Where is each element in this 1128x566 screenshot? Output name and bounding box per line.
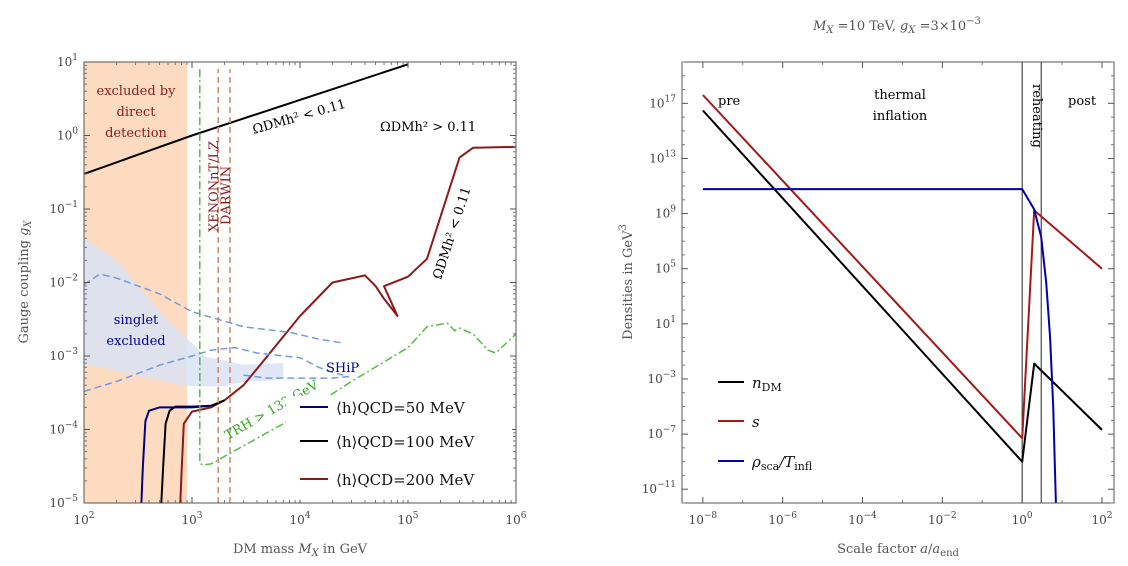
legend-ndm: nDM [752,374,782,394]
direct-detection-label-2: direct [117,105,157,120]
left-y-tick-label: 101 [57,53,78,69]
left-axis-ticks: 102 103 104 105 106 10−5 10−4 10−3 10−2 10−1 100 10… [49,53,526,527]
singlet-label-2: excluded [106,334,165,349]
right-x-tick-label: 10−4 [848,511,877,527]
series-rho [702,188,1057,503]
left-y-tick-label: 10−3 [49,347,78,363]
series-relic_upper [84,63,409,175]
series-s [702,94,1103,440]
right-x-tick-label: 10−2 [928,511,957,527]
right-y-tick-label: 1017 [649,94,676,110]
phase-thermal: thermal [874,88,926,103]
phase-pre: pre [718,94,741,109]
phase-post: post [1068,94,1097,109]
right-axis-ticks: 10−8 10−6 10−4 10−2 100 102 10−11 10−7 10−3 101 10… [642,61,1114,527]
right-y-tick-label: 1013 [649,149,676,165]
series-singlet_upper [84,273,344,344]
left-legend: ⟨h⟩QCD=50 MeV ⟨h⟩QCD=100 MeV ⟨h⟩QCD=200 … [286,396,512,500]
series-singlet_lower [84,346,344,393]
legend-h100: ⟨h⟩QCD=100 MeV [336,433,475,451]
left-x-tick-label: 104 [289,511,310,527]
right-y-tick-label: 10−7 [647,425,676,441]
left-x-axis-label: DM mass MX in GeV [233,542,368,559]
right-x-tick-label: 10−8 [689,511,718,527]
right-x-tick-label: 102 [1091,511,1112,527]
right-y-axis-label: Densities in GeV3 [618,224,636,340]
right-y-tick-label: 10−3 [647,370,676,386]
ship-label: SHiP [326,361,359,376]
legend-s: s [752,413,760,431]
left-plot-area [84,62,516,503]
right-frame [681,61,1115,504]
relic-below-label: ΩDMh² < 0.11 [251,97,348,138]
direct-detection-label-1: excluded by [97,84,177,99]
right-chart-title: MX =10 TeV, gX =3×10−3 [812,16,981,36]
xenon-label: XENONnT/LZ [207,141,222,232]
phase-inflation: inflation [873,109,928,124]
right-y-tick-label: 109 [655,205,676,221]
right-x-axis-label: Scale factor a/aend [837,542,959,559]
right-plot-area [702,62,1103,503]
right-legend: nDM s ρsca/Tinfl [718,374,813,473]
series-h200 [179,145,516,503]
right-y-tick-label: 10−11 [642,480,676,496]
legend-rho: ρsca/Tinfl [751,453,813,473]
right-panel: MX =10 TeV, gX =3×10−3 10−8 10−6 10−4 10−2 1… [618,16,1115,559]
left-y-axis-label: Gauge coupling gX [17,220,34,344]
series-h50 [140,404,212,503]
right-y-tick-label: 101 [655,315,676,331]
relic-above-label: ΩDMh² > 0.11 [380,120,476,135]
left-x-tick-label: 103 [181,511,202,527]
singlet-label-1: singlet [114,313,159,328]
series-n-DM [702,109,1103,463]
phase-reheating: reheating [1029,84,1044,148]
left-series-lines [84,63,516,503]
right-x-tick-label: 10−6 [768,511,797,527]
legend-h50: ⟨h⟩QCD=50 MeV [336,399,466,417]
left-y-tick-label: 100 [57,127,78,143]
left-y-tick-label: 10−5 [49,494,78,510]
left-y-tick-label: 10−2 [49,274,78,290]
series-trh [199,69,516,466]
left-y-tick-label: 10−1 [49,200,78,216]
left-x-tick-label: 106 [505,511,526,527]
right-y-tick-label: 105 [655,260,676,276]
legend-h200: ⟨h⟩QCD=200 MeV [336,471,475,489]
left-y-tick-label: 10−4 [49,421,78,437]
relic-diagonal-label: ΩDMh² < 0.11 [431,185,475,281]
right-series-lines [702,94,1103,503]
direct-detection-label-3: detection [105,126,167,141]
left-legend-box [286,396,512,500]
right-x-tick-label: 100 [1012,511,1033,527]
left-x-tick-label: 105 [397,511,418,527]
singlet-excluded-region [84,238,284,387]
darwin-label: DARWIN [219,166,234,225]
series-ship_curve [243,374,352,379]
left-panel: 102 103 104 105 106 10−5 10−4 10−3 10−2 10−1 100 10… [17,53,527,559]
left-x-tick-label: 102 [73,511,94,527]
